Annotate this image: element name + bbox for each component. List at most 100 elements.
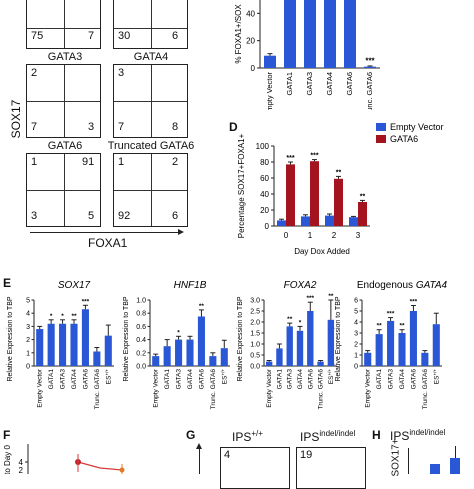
x-tick-label: GATA6 — [410, 369, 417, 390]
y-tick-label: 5 — [354, 309, 358, 316]
bar — [276, 348, 283, 366]
panel-g-col1-title: IPS+/+ — [232, 429, 263, 444]
quadrant-value: 3 — [31, 210, 38, 222]
facs-plot — [113, 64, 188, 138]
quadrant-value: 6 — [172, 30, 179, 42]
x-tick-label: 3 — [356, 231, 361, 240]
facs-title: GATA6 — [47, 140, 83, 152]
panel-h-yaxis — [408, 448, 409, 474]
quadrant-value: 6 — [172, 210, 179, 222]
bar — [421, 352, 429, 366]
significance-stars: * — [61, 313, 64, 320]
significance-stars: *** — [410, 299, 418, 306]
bar — [364, 352, 372, 366]
significance-stars: *** — [310, 153, 318, 160]
bar — [265, 361, 273, 366]
facs-plot — [26, 64, 101, 138]
quadrant-value: 3 — [118, 67, 125, 79]
significance-stars: *** — [306, 295, 314, 302]
y-tick-label: 1 — [26, 350, 30, 357]
chart-title: FOXA2 — [284, 280, 317, 291]
y-axis-label: Relative Expression to TBP — [7, 296, 14, 381]
bar — [264, 55, 276, 68]
legend-swatch — [376, 135, 386, 143]
y-tick-label: 0 — [251, 64, 256, 73]
x-tick-label: GATA1 — [376, 369, 383, 390]
facs-plot — [113, 0, 188, 49]
y-tick-label: 0 — [265, 222, 270, 231]
y-tick-label: 100 — [256, 142, 270, 151]
x-tick-label: GATA1 — [285, 72, 294, 95]
bar — [387, 320, 395, 366]
bar — [186, 339, 194, 366]
y-tick-label: 0.0 — [250, 364, 260, 371]
bar — [375, 334, 383, 366]
x-tick-label: Empty Vector — [266, 368, 273, 407]
x-tick-label: GATA3 — [60, 369, 67, 390]
legend-label: GATA6 — [390, 134, 418, 144]
facs-title: GATA4 — [133, 51, 169, 63]
panel-g-up-arrow — [199, 448, 200, 474]
legend-label: Empty Vector — [390, 122, 444, 132]
significance-stars: ** — [328, 293, 334, 300]
y-tick-label: 60 — [260, 174, 269, 183]
significance-stars: *** — [365, 57, 375, 66]
quadrant-value: 75 — [31, 30, 44, 42]
bar — [163, 346, 171, 366]
legend-swatch — [376, 123, 386, 131]
bar — [358, 202, 367, 226]
x-tick-label: GATA4 — [399, 369, 406, 390]
bar — [409, 311, 417, 366]
bar — [286, 164, 295, 226]
y-tick-label: 0.4 — [136, 337, 146, 344]
significance-stars: ** — [377, 323, 383, 330]
quadrant-value: 30 — [118, 30, 131, 42]
bar — [301, 216, 310, 226]
y-tick-label: 0.2 — [136, 350, 146, 357]
bar — [325, 215, 334, 226]
panel-a: SOX17 75 7 30 6 GATA3 GATA4 2 7 3 3 7 8 … — [0, 0, 200, 250]
y-tick-label: 3.0 — [250, 298, 260, 305]
bar — [296, 330, 304, 366]
series-line — [77, 461, 123, 471]
y-tick-label: 1.0 — [250, 342, 260, 349]
y-tick-label: 40 — [246, 9, 255, 18]
significance-stars: ** — [399, 323, 405, 330]
x-tick-label: ES+/+ — [104, 369, 112, 385]
y-tick-label: 0 — [26, 364, 30, 371]
quadrant-value: 2 — [172, 156, 179, 168]
significance-stars: ** — [287, 316, 293, 323]
x-tick-label: Empty Vector — [365, 368, 372, 407]
quadrant-value: 1 — [31, 156, 38, 168]
significance-stars: ** — [199, 303, 205, 310]
bar — [304, 0, 316, 68]
bar — [432, 324, 440, 366]
panel-e-charts: 0 1 2 3 4 5 SOX17 Relative Expression to TBP Emp… — [7, 280, 448, 410]
y-tick-label: 3 — [354, 331, 358, 338]
y-tick-label: 0 — [354, 364, 358, 371]
bar — [175, 339, 183, 366]
x-tick-label: Trunc. GATA6 — [318, 369, 325, 410]
quadrant-value: 8 — [172, 121, 179, 133]
panel-h-errorbar — [455, 446, 456, 458]
quadrant-value: 92 — [118, 210, 131, 222]
y-tick-label: 2 — [19, 466, 24, 474]
y-axis-label: % FOXA1+/SOX — [234, 4, 243, 64]
x-axis-arrowhead — [178, 229, 184, 235]
panel-b-chart: 0 20 40% FOXA1+/SOX Empty Vector GATA1 GATA3 G… — [234, 0, 380, 110]
panel-letter: E — [3, 276, 12, 290]
chart-title: HNF1B — [174, 280, 207, 291]
x-tick-label: Empty Vector — [37, 368, 44, 407]
y-tick-label: 5 — [26, 298, 30, 305]
x-tick-label: GATA1 — [164, 369, 171, 390]
quadrant-value: 7 — [31, 121, 38, 133]
significance-stars: *** — [82, 298, 90, 305]
x-tick-label: GATA6 — [198, 369, 205, 390]
x-tick-label: GATA6 — [345, 72, 354, 95]
bar — [307, 311, 314, 366]
x-tick-label: ES+/+ — [220, 369, 228, 385]
panel-h-ylabel: SOX17+ — [390, 438, 402, 477]
facs-title: GATA3 — [47, 51, 83, 63]
panel-g-col2-title: IPSindel/indel — [300, 429, 355, 444]
